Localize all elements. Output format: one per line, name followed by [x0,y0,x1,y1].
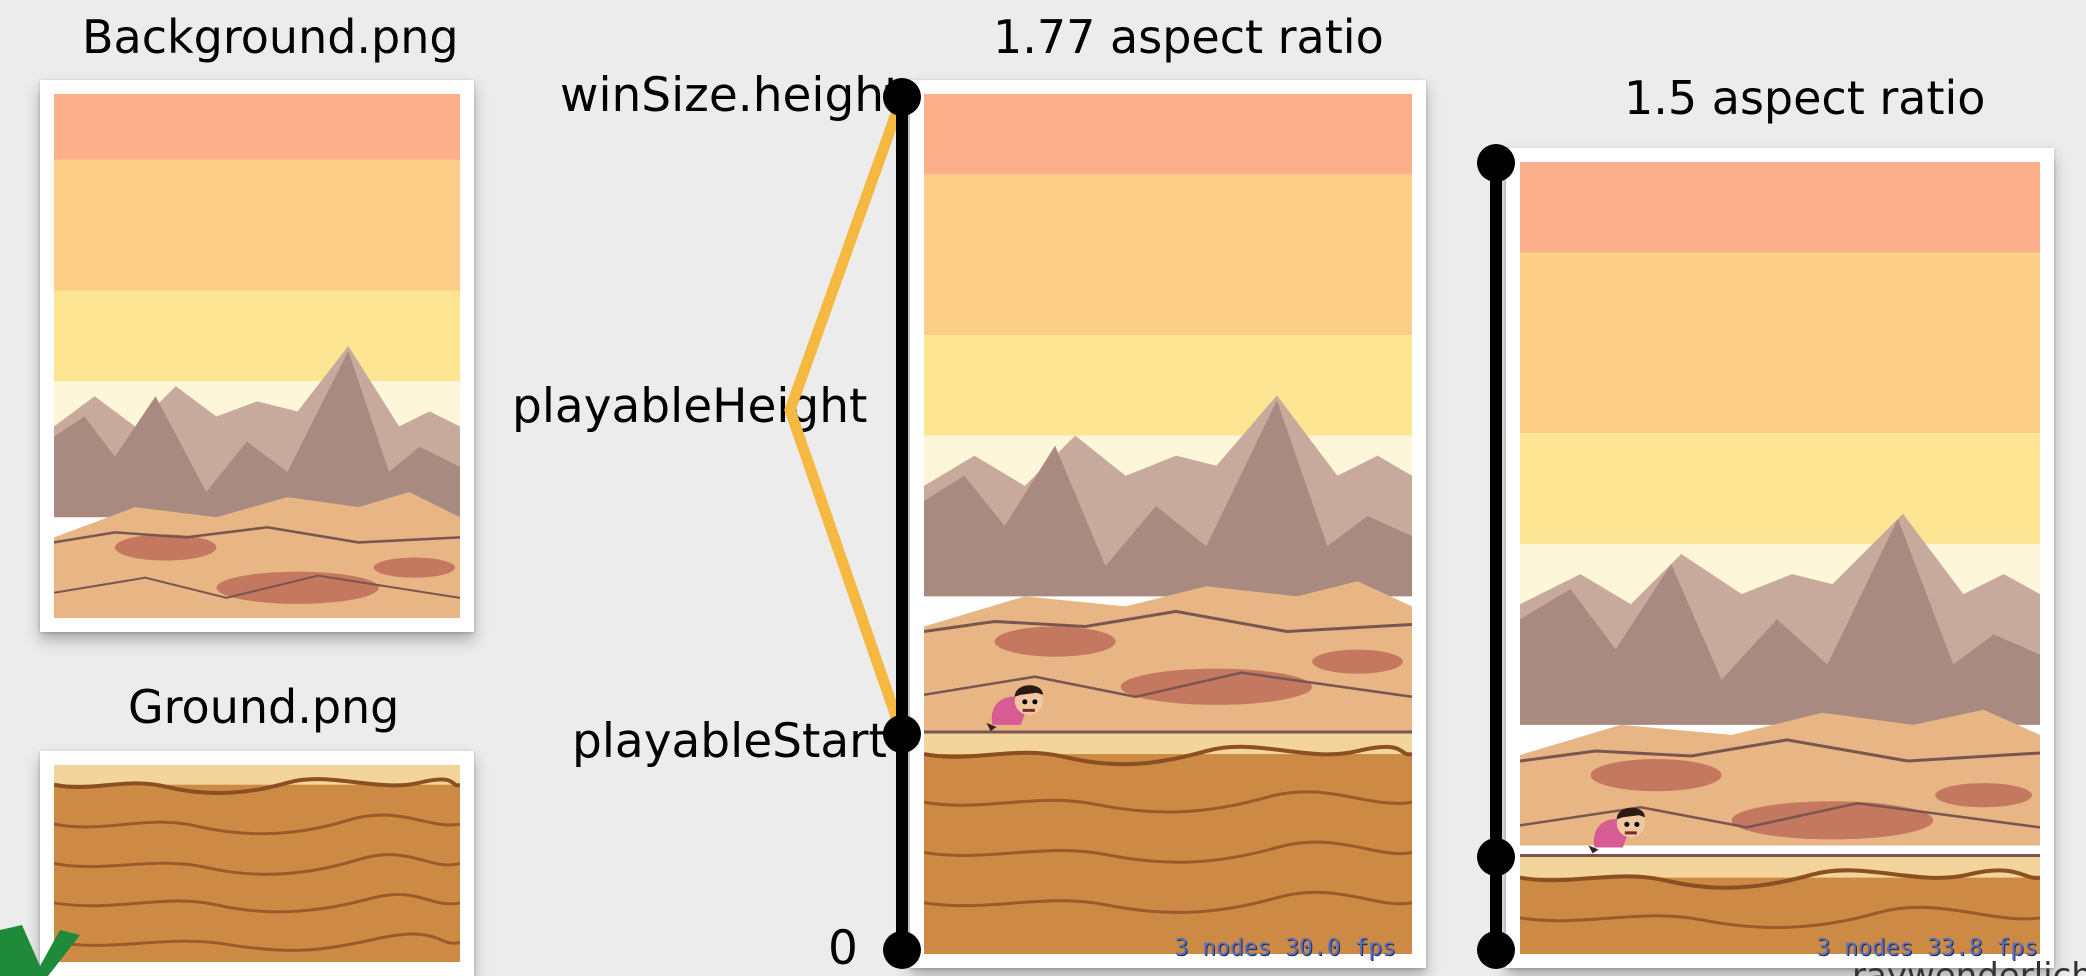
win-size-height-label: winSize.height [560,68,903,123]
ground-image-card [40,751,474,976]
aspect-15-title: 1.5 aspect ratio [1624,71,1986,125]
zero-marker-15 [1477,931,1515,969]
zero-label: 0 [828,921,858,976]
aspect-177-screen: 3 nodes 30.0 fps [910,80,1426,968]
aspect-177-title: 1.77 aspect ratio [993,10,1384,64]
player-sprite-icon [1588,807,1645,854]
playable-start-marker-15 [1477,838,1515,876]
background-art [54,94,460,618]
screen-177-art [924,94,1412,954]
fps-counter-15: 3 nodes 33.8 fps [1816,935,2038,961]
win-height-marker-15 [1477,144,1515,182]
playable-height-label: playableHeight [512,379,868,434]
zero-marker [883,931,921,969]
player-sprite-icon [986,685,1043,731]
win-height-marker [883,78,921,116]
playable-start-marker [883,715,921,753]
aspect-15-screen: 3 nodes 33.8 fps [1506,148,2054,968]
background-image-card [40,80,474,632]
ground-title: Ground.png [128,680,400,734]
background-title: Background.png [82,10,459,64]
watermark: raywenderlich [1852,956,2086,976]
screen-15-art [1520,162,2040,954]
ground-art [54,765,460,962]
brand-logo-icon [0,925,80,976]
playable-start-label: playableStart [572,714,887,769]
playable-height-bracket [784,95,908,736]
fps-counter-177: 3 nodes 30.0 fps [1174,935,1396,961]
